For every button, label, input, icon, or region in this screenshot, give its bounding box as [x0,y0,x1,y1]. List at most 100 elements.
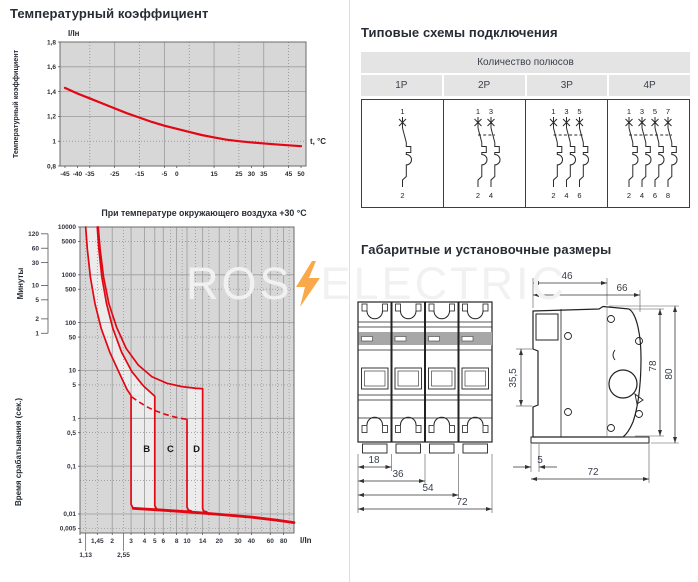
dim-label-80: 80 [664,368,675,380]
y-tick-label: 1,6 [47,64,56,71]
terminal-number-bottom: 2 [400,191,404,200]
x-tick-label: 30 [234,538,242,545]
base-plate [530,436,650,444]
terminal-number-bottom: 2 [627,191,631,200]
terminal-number-top: 3 [640,107,644,116]
pole-symbol: 34 [487,107,501,200]
y-tick-label: 0,8 [47,163,56,170]
contact-blade [490,127,496,143]
y-tick-label: 1,2 [47,114,56,121]
terminal-x [549,118,558,127]
dim-label-72-side: 72 [587,467,599,478]
terminal-x [562,118,571,127]
x-tick-label: 15 [210,171,218,178]
terminal-number-bottom: 8 [666,191,670,200]
toggle-band [358,332,392,345]
terminal-screw [382,303,388,312]
x-axis-label: I/In [300,536,312,545]
terminal-x [651,118,659,127]
breaker-side-outline [532,305,642,438]
terminal-screw [482,303,489,312]
x-tick-label: 3 [129,538,133,545]
x-sub-tick-label: 2,55 [117,552,130,559]
dim-label-18: 18 [368,455,380,466]
x-tick-label: 50 [297,171,305,178]
terminal-screw [449,425,455,433]
x-tick-label: -15 [135,171,145,178]
terminal-number-bottom: 2 [551,191,555,200]
magnetic-band [187,388,203,511]
screw-hole [607,424,615,432]
seconds-tick-label: 0,005 [60,526,77,533]
marking-window [461,367,489,390]
toggle-handle [361,336,373,342]
dim-label-66: 66 [616,283,628,294]
terminal-x [487,118,495,127]
front-module [458,303,492,454]
terminal-number-top: 1 [476,107,480,116]
latch-clip [634,392,644,405]
x-tick-label: -5 [161,171,167,178]
screw-hole [607,315,615,323]
toggle-band [459,332,492,345]
terminal-number-bottom: 4 [640,191,644,200]
contact-blade [654,127,660,143]
release-elements [667,142,678,187]
x-tick-label: 80 [280,538,288,545]
terminal-screw [361,425,368,433]
toggle-handle [428,336,440,342]
curve-instantaneous-tail [131,506,296,525]
minutes-axis-label: Минуты [16,268,25,300]
plot-border [59,41,307,167]
y-axis-label: Температурный коэффициент [11,49,20,158]
x-tick-label: 10 [183,538,191,545]
x-sub-tick-label: 1,13 [79,552,92,559]
terminal-cavity [366,416,383,426]
x-tick-label: 5 [153,538,157,545]
terminal-number-top: 1 [400,107,404,116]
pole-symbol: 78 [664,107,678,200]
x-tick-label: 25 [235,171,243,178]
marking-window-inner [397,370,419,387]
toggle-band [425,332,459,345]
marking-window-inner [464,370,486,387]
x-tick-label: -45 [60,171,70,178]
terminal-screw [428,303,435,312]
terminal-x [625,118,633,127]
y-tick-label: 1 [52,139,56,146]
terminal-number-top: 3 [489,107,493,116]
minutes-tick-label: 1 [35,330,39,337]
x-tick-label: -25 [110,171,120,178]
terminal-cavity [433,416,450,426]
curve-temperature-coefficient [63,86,303,148]
x-tick-label: -40 [73,171,83,178]
toggle-handle [461,336,474,342]
seconds-tick-label: 1000 [62,272,77,279]
top-axis-label: I/Iн [68,29,80,38]
pole-symbol: 34 [562,107,576,200]
y-tick-label: 1,8 [47,39,56,46]
terminal-screw [462,425,468,433]
release-elements [553,142,563,187]
contact-blade [566,127,571,143]
terminal-x [638,118,646,127]
x-tick-label: 6 [161,538,165,545]
terminal-cavity [400,416,417,426]
contact-blade [579,127,584,143]
minutes-tick-label: 5 [35,297,39,304]
pole-symbol: 12 [398,107,412,200]
terminal-number-top: 5 [577,107,581,116]
contact-blade [477,127,483,143]
thermal-band [85,227,155,397]
marking-window-inner [364,370,386,387]
release-elements [566,142,576,187]
seconds-tick-label: 10000 [58,224,76,231]
column-header-3p: 3P [526,75,608,96]
minutes-tick-label: 60 [32,245,40,252]
seconds-tick-label: 100 [65,320,76,327]
terminal-screw [395,425,401,433]
magnetic-band [131,396,155,510]
terminal-number-top: 1 [551,107,555,116]
